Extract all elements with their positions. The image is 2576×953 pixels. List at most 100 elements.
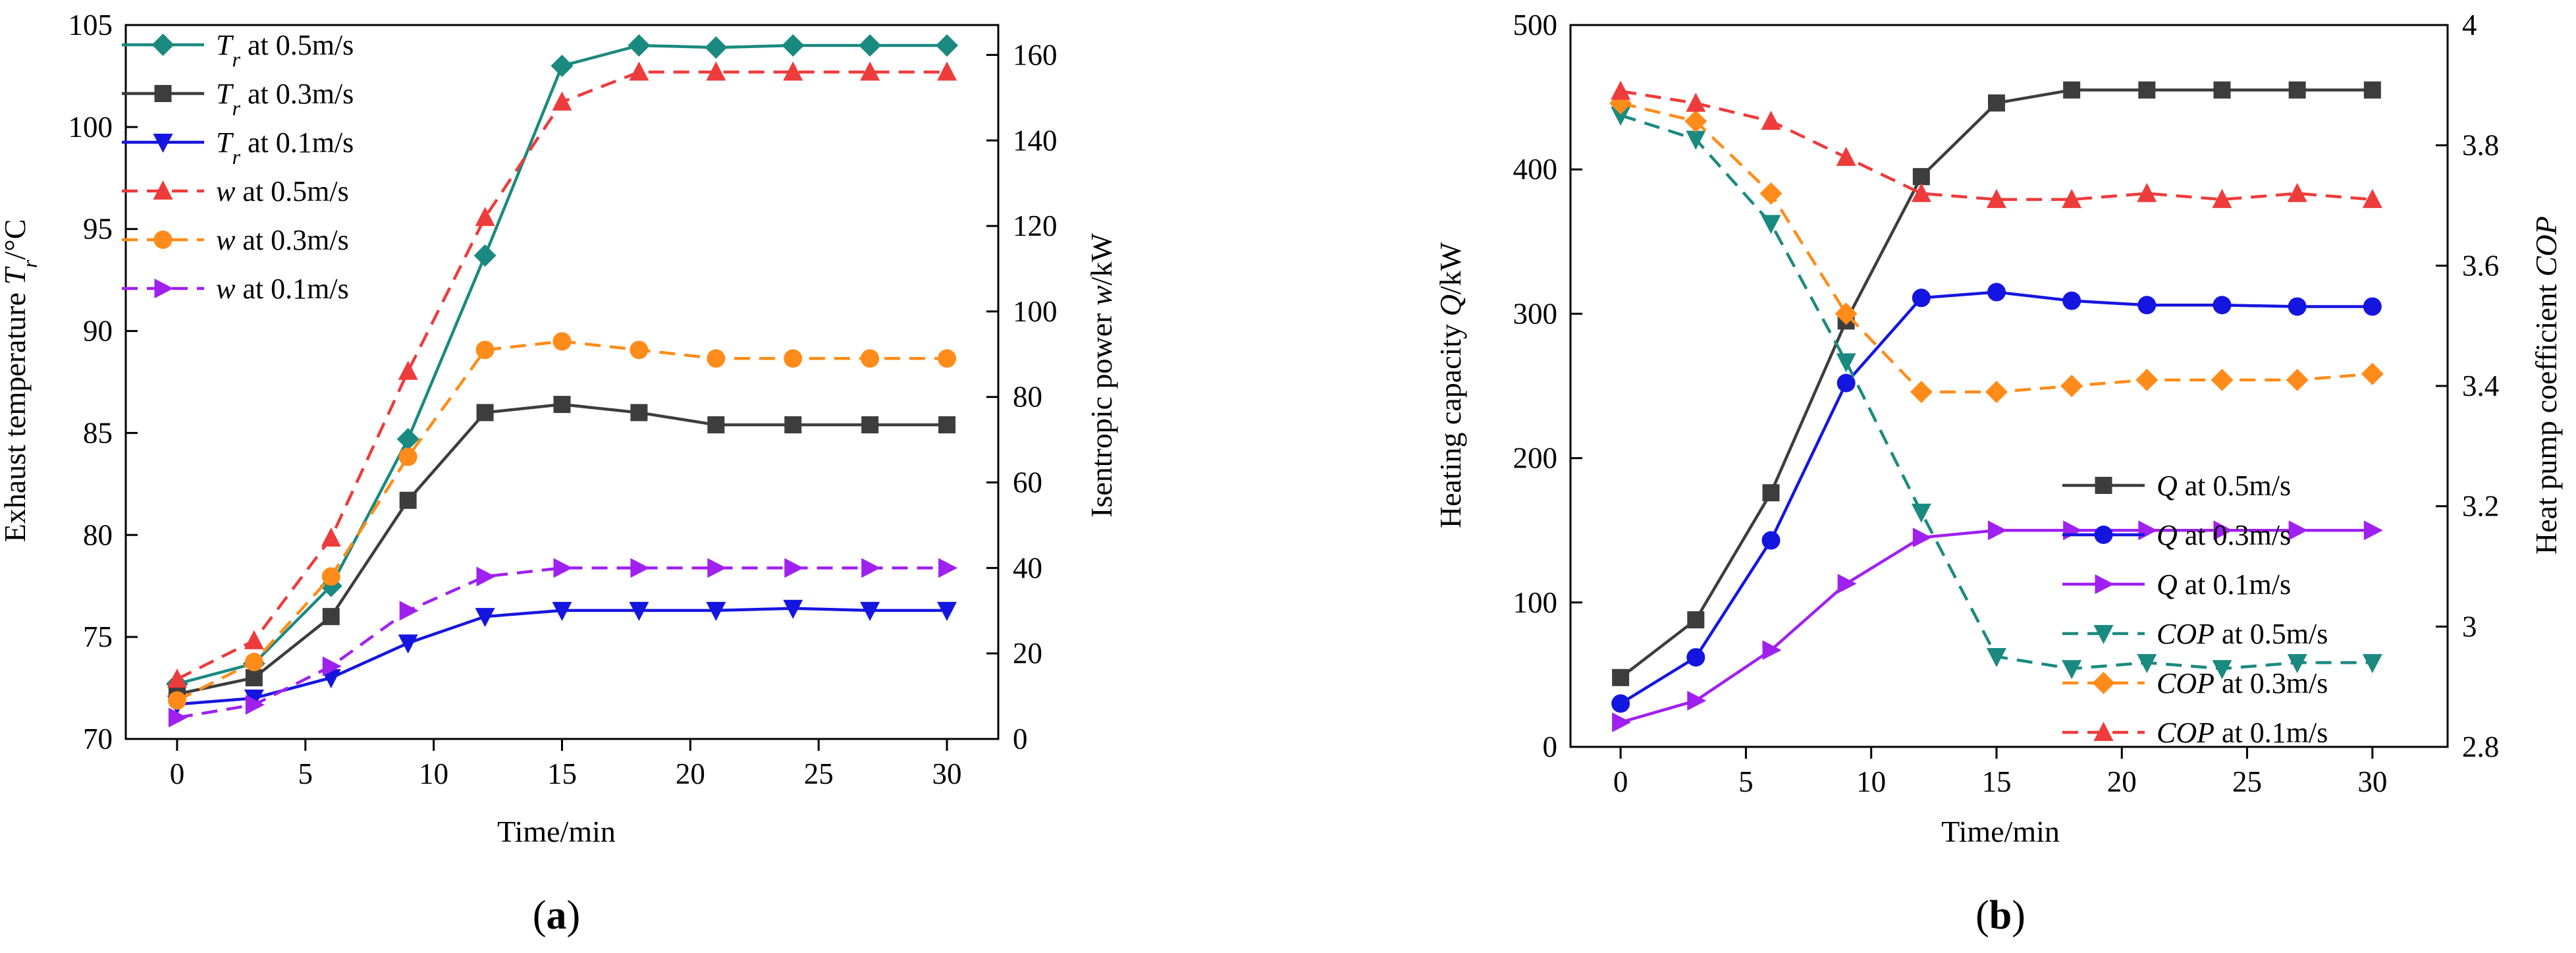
data-point — [167, 691, 186, 710]
data-point — [938, 416, 956, 434]
data-point — [244, 630, 264, 649]
data-point — [860, 61, 880, 81]
data-point — [322, 608, 340, 626]
data-point — [1684, 110, 1707, 133]
y-right-tick-label: 0 — [1013, 722, 1028, 755]
y-left-tick-label: 300 — [1513, 297, 1558, 330]
y-right-tick-label: 3.4 — [2462, 369, 2499, 402]
data-point — [2063, 520, 2083, 541]
x-tick-label: 5 — [1738, 765, 1754, 798]
x-axis-title: Time/min — [1941, 815, 2060, 848]
y-right-tick-label: 4 — [2462, 9, 2477, 41]
y-right-tick-label: 80 — [1013, 381, 1042, 414]
data-point — [1687, 690, 1707, 711]
legend-label: Q at 0.1m/s — [2157, 568, 2291, 601]
data-point — [2288, 520, 2308, 541]
data-point — [938, 349, 957, 368]
data-point — [399, 491, 417, 509]
data-point — [783, 61, 803, 81]
data-point — [2287, 654, 2307, 674]
data-point — [2363, 81, 2381, 99]
legend: Tr at 0.5m/s Tr at 0.3m/s Tr at 0.1m/s w at… — [122, 29, 354, 305]
legend-label: COP at 0.5m/s — [2157, 618, 2328, 650]
series-line — [1620, 90, 2373, 202]
y-right-tick-label: 140 — [1013, 124, 1058, 157]
data-point — [2362, 188, 2382, 208]
data-point — [2060, 375, 2083, 397]
data-point — [784, 349, 803, 368]
data-point — [1686, 92, 1706, 112]
data-point — [1761, 111, 1781, 130]
legend-marker — [2092, 672, 2115, 694]
data-point — [629, 601, 649, 621]
legend-marker — [154, 279, 174, 298]
data-point — [1759, 182, 1783, 205]
data-point — [553, 558, 573, 578]
data-point — [705, 36, 728, 59]
data-point — [475, 340, 495, 360]
data-point — [2137, 654, 2157, 674]
x-tick-label: 20 — [2107, 765, 2137, 798]
panel-caption: (a) — [533, 893, 580, 938]
data-point — [168, 707, 188, 728]
chart-panel-a: 0 5 10 15 20 25 30 70 75 80 85 90 95 100 105 0 20 40 60 80 1… — [0, 9, 1118, 938]
data-point — [1686, 648, 1705, 667]
x-tick-label: 25 — [804, 757, 834, 790]
data-point — [628, 34, 651, 57]
x-tick-label: 30 — [2357, 765, 2387, 798]
data-point — [1987, 283, 2006, 302]
data-point — [2138, 520, 2158, 541]
y-left-tick-label: 70 — [83, 722, 113, 755]
y-right-tick-label: 120 — [1013, 209, 1058, 242]
x-tick-label: 15 — [547, 757, 577, 790]
data-point — [552, 91, 572, 111]
y-right-tick-label: 3.2 — [2462, 490, 2499, 523]
data-point — [2135, 368, 2159, 391]
data-point — [2213, 81, 2231, 99]
data-point — [1612, 712, 1632, 732]
data-point — [784, 416, 802, 434]
data-point — [1987, 94, 2005, 112]
data-point — [2288, 297, 2307, 316]
data-point — [707, 416, 725, 434]
data-point — [2137, 296, 2157, 315]
data-point — [784, 558, 804, 578]
data-point — [861, 349, 880, 368]
data-point — [1836, 146, 1856, 166]
data-point — [2362, 654, 2382, 674]
y-right-tick-label: 20 — [1013, 637, 1042, 670]
data-point — [2137, 182, 2157, 202]
y-left-tick-label: 105 — [68, 9, 113, 41]
data-point — [2213, 296, 2232, 315]
y-left-tick-label: 95 — [83, 213, 113, 246]
series-line — [1620, 101, 2373, 394]
series-line — [176, 402, 948, 696]
legend-marker — [2095, 477, 2112, 494]
data-point — [2213, 520, 2233, 541]
series-line — [176, 70, 948, 681]
data-point — [167, 668, 187, 688]
data-point — [244, 690, 264, 709]
y-right-tick-label: 3.8 — [2462, 129, 2499, 162]
data-point — [1762, 484, 1780, 502]
legend-label: w at 0.5m/s — [216, 175, 349, 207]
y-left-axis-title: Heating capacity Q/kW — [1434, 242, 1467, 528]
y-right-tick-label: 60 — [1013, 466, 1042, 499]
data-point — [1912, 288, 1931, 308]
data-point — [2212, 188, 2232, 208]
data-point — [1761, 215, 1781, 234]
data-point — [475, 207, 495, 227]
legend-marker — [153, 134, 173, 153]
data-point — [2212, 660, 2232, 680]
data-point — [707, 349, 726, 368]
y-left-tick-label: 0 — [1543, 730, 1558, 763]
data-point — [2287, 182, 2307, 202]
data-point — [2062, 188, 2082, 208]
y-left-tick-label: 80 — [83, 518, 113, 551]
y-left-tick-label: 500 — [1513, 9, 1558, 41]
data-point — [2062, 660, 2082, 680]
data-point — [2363, 297, 2382, 316]
legend-label: Tr at 0.5m/s — [216, 29, 354, 71]
y-left-tick-label: 200 — [1513, 442, 1558, 475]
data-point — [2138, 81, 2156, 99]
